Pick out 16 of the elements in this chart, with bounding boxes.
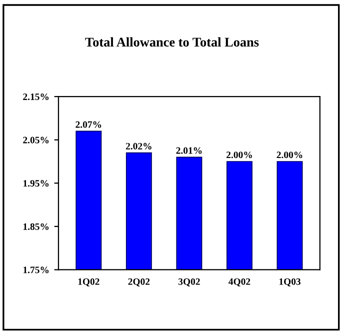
x-tick-label: 2Q02 [128,278,150,286]
y-tick-label: 1.85% [23,223,49,230]
y-tick-label: 2.15% [23,93,49,100]
x-tick-label: 1Q03 [279,278,300,286]
data-label: 2.00% [226,152,252,158]
data-label: 2.00% [276,152,302,158]
data-label: 2.07% [76,121,102,128]
x-tick-label: 3Q02 [178,278,200,286]
y-tick-label: 1.75% [23,266,49,274]
chart-title: Total Allowance to Total Loans [85,37,259,47]
y-tick-label: 2.05% [23,136,49,144]
x-tick-label: 1Q02 [78,278,100,286]
data-label: 2.02% [126,142,152,150]
x-tick-label: 4Q02 [228,278,250,286]
data-label: 2.01% [176,147,202,154]
y-tick-label: 1.95% [23,180,49,187]
